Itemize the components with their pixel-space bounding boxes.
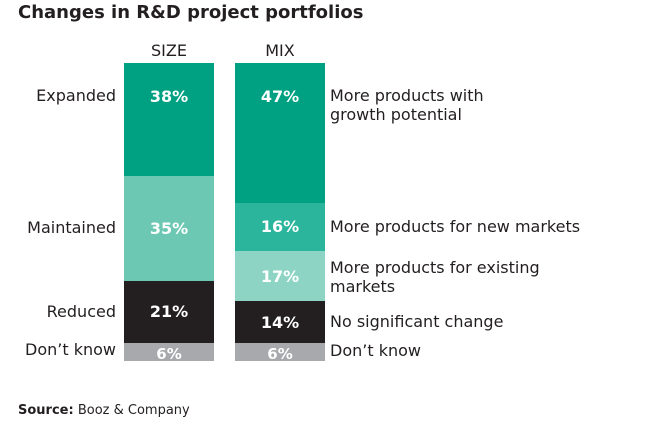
data-label: 38% [149,87,189,106]
bar-segment-mix-more-products-for-new-markets: 16% [235,203,325,251]
size-category-label: Don’t know [25,340,116,360]
bar-segment-mix-more-products-with-growth-potential: 47% [235,63,325,204]
bar-segment-mix-no-significant-change: 14% [235,301,325,344]
data-label: 17% [260,266,300,286]
bar-segment-mix-more-products-for-existing-markets: 17% [235,250,325,302]
data-label: 21% [149,302,189,322]
size-category-label: Expanded [36,86,116,105]
source-note: Source: Booz & Company [18,403,190,418]
size-category-label: Reduced [46,301,116,321]
bar-segment-size-expanded: 38% [124,63,214,177]
mix-category-label: More products for new markets [330,216,581,236]
data-label: 16% [260,217,300,237]
data-label: 35% [149,218,189,238]
data-label: 14% [260,312,300,332]
mix-category-label: More products with growth potential [330,86,484,124]
size-category-label: Maintained [27,218,116,238]
mix-category-label: More products for existing markets [330,258,540,297]
bar-segment-size-don-t-know: 6% [124,343,214,363]
mix-category-label: No significant change [330,312,504,332]
column-header-size: SIZE [151,41,187,60]
source-label: Source: [18,403,74,418]
source-value: Booz & Company [77,403,190,418]
bar-segment-mix-don-t-know: 6% [235,343,325,363]
chart-title: Changes in R&D project portfolios [18,2,364,23]
bar-segment-size-reduced: 21% [124,280,214,344]
data-label: 6% [156,344,182,363]
data-label: 47% [260,87,300,106]
column-header-mix: MIX [265,41,295,60]
data-label: 6% [267,344,293,363]
mix-category-label: Don’t know [330,341,421,361]
bar-segment-size-maintained: 35% [124,176,214,281]
